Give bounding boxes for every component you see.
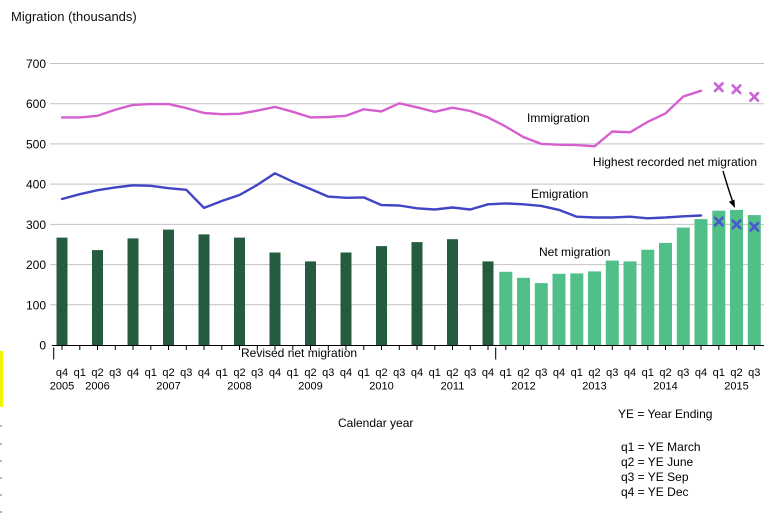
svg-text:q2: q2 — [446, 367, 458, 379]
ye-legend-heading: YE = Year Ending — [618, 407, 713, 421]
svg-text:400: 400 — [26, 178, 46, 192]
revised-net-migration-label: Revised net migration — [241, 346, 358, 360]
svg-text:2010: 2010 — [369, 381, 393, 393]
svg-text:200: 200 — [26, 258, 46, 272]
svg-text:q4: q4 — [269, 367, 281, 379]
svg-text:q2: q2 — [162, 367, 174, 379]
svg-text:q1: q1 — [74, 367, 86, 379]
svg-text:2013: 2013 — [582, 381, 606, 393]
svg-text:q1: q1 — [216, 367, 228, 379]
svg-text:q2: q2 — [375, 367, 387, 379]
svg-text:q4: q4 — [340, 367, 352, 379]
svg-text:q3: q3 — [606, 367, 618, 379]
svg-text:100: 100 — [26, 298, 46, 312]
svg-text:2014: 2014 — [653, 381, 677, 393]
svg-text:q4: q4 — [695, 367, 707, 379]
svg-text:q1: q1 — [358, 367, 370, 379]
svg-text:2012: 2012 — [511, 381, 535, 393]
svg-text:q3: q3 — [322, 367, 334, 379]
revised-section-divider-right: | — [494, 345, 498, 360]
svg-text:q3: q3 — [109, 367, 121, 379]
svg-text:q1: q1 — [145, 367, 157, 379]
svg-text:600: 600 — [26, 97, 46, 111]
left-edge-dot — [0, 494, 2, 496]
svg-text:q4: q4 — [482, 367, 494, 379]
svg-text:q4: q4 — [553, 367, 565, 379]
svg-text:q1: q1 — [642, 367, 654, 379]
svg-text:2011: 2011 — [441, 381, 465, 393]
svg-text:q2: q2 — [233, 367, 245, 379]
svg-text:q2: q2 — [730, 367, 742, 379]
svg-text:q1: q1 — [713, 367, 725, 379]
svg-text:2009: 2009 — [298, 381, 322, 393]
immigration-series-label: Immigration — [527, 111, 590, 125]
svg-text:q3: q3 — [393, 367, 405, 379]
svg-text:300: 300 — [26, 218, 46, 232]
svg-text:q1: q1 — [500, 367, 512, 379]
svg-text:q2: q2 — [517, 367, 529, 379]
svg-text:q1: q1 — [429, 367, 441, 379]
svg-text:2007: 2007 — [156, 381, 180, 393]
revised-section-divider-left: | — [52, 345, 56, 360]
svg-text:0: 0 — [39, 339, 46, 353]
ye-legend-item-q4: q4 = YE Dec — [621, 485, 689, 499]
net-migration-series-label: Net migration — [539, 245, 611, 259]
left-edge-dot — [0, 425, 2, 427]
svg-text:q2: q2 — [659, 367, 671, 379]
svg-text:q3: q3 — [748, 367, 760, 379]
svg-text:q1: q1 — [571, 367, 583, 379]
svg-text:q3: q3 — [677, 367, 689, 379]
left-edge-dot — [0, 511, 2, 513]
highest-net-migration-annotation: Highest recorded net migration — [592, 155, 757, 169]
svg-text:q3: q3 — [251, 367, 263, 379]
svg-text:q4: q4 — [198, 367, 210, 379]
svg-text:2015: 2015 — [724, 381, 748, 393]
svg-text:2006: 2006 — [85, 381, 109, 393]
left-edge-dot — [0, 460, 2, 462]
svg-text:q2: q2 — [91, 367, 103, 379]
svg-text:q4: q4 — [411, 367, 423, 379]
left-edge-dot — [0, 443, 2, 445]
svg-text:q3: q3 — [535, 367, 547, 379]
svg-text:q4: q4 — [127, 367, 139, 379]
chart-title: Migration (thousands) — [11, 9, 137, 24]
svg-text:q3: q3 — [464, 367, 476, 379]
x-axis-title: Calendar year — [338, 416, 414, 430]
svg-text:2005: 2005 — [50, 381, 74, 393]
svg-text:q4: q4 — [56, 367, 68, 379]
svg-text:q4: q4 — [624, 367, 636, 379]
ye-legend-item-q1: q1 = YE March — [621, 440, 701, 454]
svg-text:q3: q3 — [180, 367, 192, 379]
emigration-series-label: Emigration — [531, 187, 589, 201]
svg-text:500: 500 — [26, 137, 46, 151]
svg-text:q1: q1 — [287, 367, 299, 379]
left-edge-dot — [0, 477, 2, 479]
svg-text:700: 700 — [26, 57, 46, 71]
svg-text:q2: q2 — [304, 367, 316, 379]
svg-text:2008: 2008 — [227, 381, 251, 393]
ye-legend-item-q2: q2 = YE June — [621, 455, 694, 469]
ye-legend-item-q3: q3 = YE Sep — [621, 470, 689, 484]
left-edge-highlight-artifact — [0, 351, 3, 407]
svg-text:q2: q2 — [588, 367, 600, 379]
